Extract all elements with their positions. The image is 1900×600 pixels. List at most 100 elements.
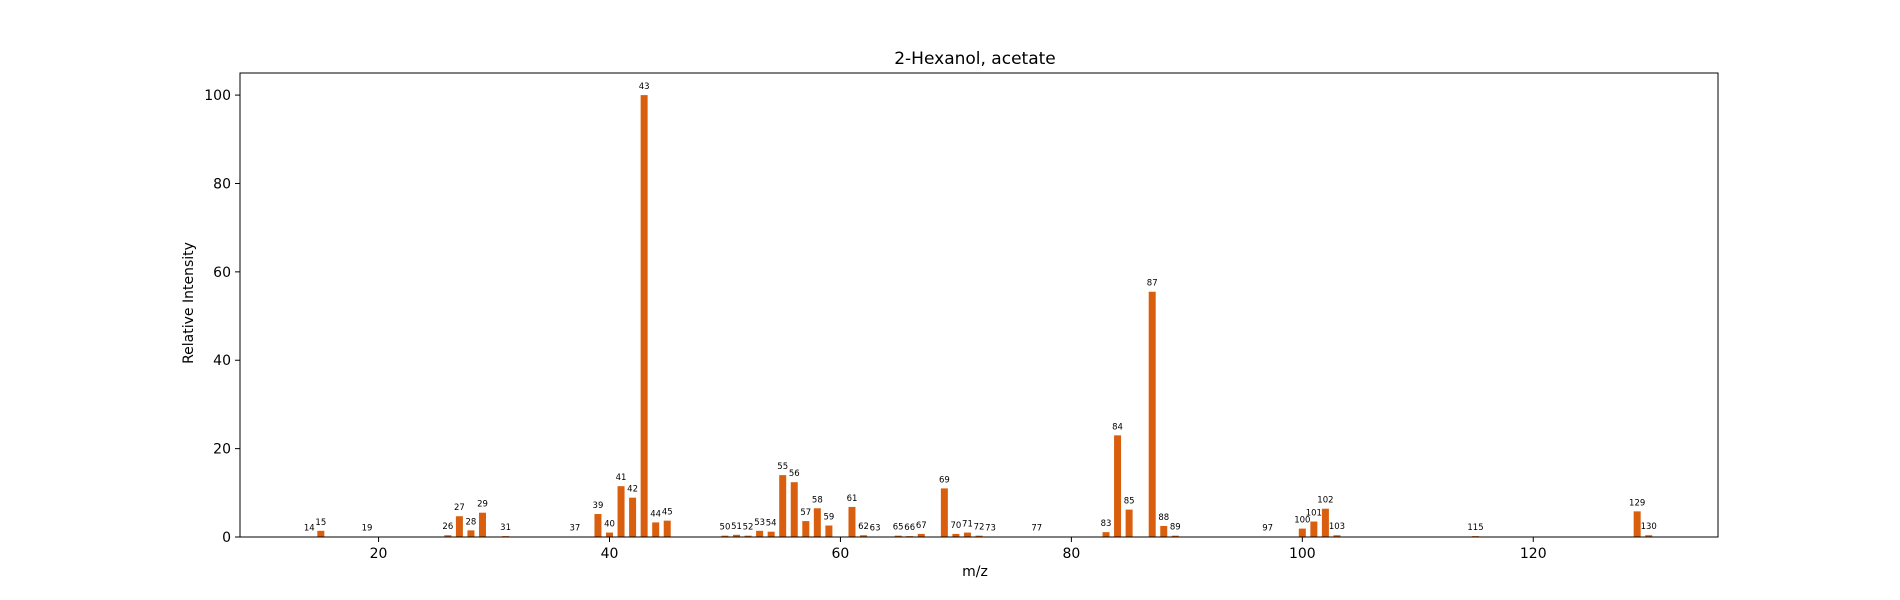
bar-mz-87 — [1148, 291, 1156, 537]
bar-mz-40 — [606, 532, 613, 537]
bar-mz-84 — [1114, 435, 1122, 537]
bar-label-mz-66: 66 — [904, 523, 915, 533]
bar-mz-103 — [1333, 535, 1341, 537]
bar-mz-69 — [940, 488, 948, 537]
bar-mz-52 — [744, 535, 752, 537]
bar-label-mz-103: 103 — [1329, 522, 1345, 532]
bar-mz-101 — [1310, 521, 1318, 537]
bar-label-mz-29: 29 — [477, 500, 488, 510]
bar-label-mz-63: 63 — [870, 524, 881, 534]
bar-mz-27 — [455, 516, 463, 537]
bar-mz-15 — [317, 530, 325, 537]
bar-label-mz-43: 43 — [639, 82, 650, 92]
x-tick-label-120: 120 — [1520, 546, 1547, 562]
y-tick-label-100: 100 — [204, 88, 231, 104]
bar-label-mz-115: 115 — [1467, 523, 1483, 533]
x-axis-label: m/z — [962, 564, 988, 580]
y-tick-label-60: 60 — [213, 265, 231, 281]
bar-mz-83 — [1102, 532, 1110, 537]
x-tick-label-100: 100 — [1289, 546, 1316, 562]
bar-mz-58 — [813, 508, 821, 537]
bar-label-mz-101: 101 — [1306, 509, 1322, 519]
bar-mz-28 — [467, 530, 475, 537]
bar-label-mz-88: 88 — [1158, 513, 1169, 523]
bar-label-mz-70: 70 — [950, 521, 961, 531]
bar-label-mz-45: 45 — [662, 508, 673, 518]
bar-mz-100 — [1298, 528, 1306, 537]
bar-label-mz-42: 42 — [627, 485, 638, 495]
bar-label-mz-85: 85 — [1124, 497, 1135, 507]
bar-label-mz-130: 130 — [1641, 522, 1657, 532]
bar-label-mz-56: 56 — [789, 469, 800, 479]
bar-mz-70 — [952, 533, 960, 537]
x-tick-label-80: 80 — [1062, 546, 1080, 562]
bar-mz-62 — [860, 535, 868, 537]
bar-label-mz-100: 100 — [1294, 516, 1310, 526]
bar-label-mz-129: 129 — [1629, 498, 1645, 508]
y-tick-label-0: 0 — [222, 530, 231, 546]
bar-label-mz-59: 59 — [823, 513, 834, 523]
bar-mz-51 — [733, 534, 741, 537]
plot-frame — [239, 72, 1719, 538]
bars-group — [305, 95, 1653, 538]
bar-mz-39 — [594, 514, 602, 537]
chart-title: 2-Hexanol, acetate — [894, 49, 1056, 69]
bar-label-mz-52: 52 — [743, 523, 754, 533]
bar-label-mz-72: 72 — [974, 523, 985, 533]
bar-label-mz-84: 84 — [1112, 422, 1123, 432]
bar-label-mz-51: 51 — [731, 522, 742, 532]
bar-label-mz-57: 57 — [800, 508, 811, 518]
bar-mz-72 — [975, 535, 983, 537]
bar-label-mz-62: 62 — [858, 522, 869, 532]
bar-label-mz-50: 50 — [720, 523, 731, 533]
bar-mz-65 — [894, 535, 902, 537]
bar-label-mz-53: 53 — [754, 518, 765, 528]
bar-label-mz-61: 61 — [847, 494, 858, 504]
bar-mz-130 — [1645, 535, 1653, 537]
bar-label-mz-102: 102 — [1317, 496, 1333, 506]
bar-mz-41 — [617, 486, 625, 537]
bar-mz-29 — [478, 512, 486, 537]
bar-mz-89 — [1171, 535, 1179, 537]
y-tick-label-20: 20 — [213, 442, 231, 458]
bar-mz-85 — [1125, 509, 1133, 537]
bar-label-mz-28: 28 — [466, 517, 477, 527]
bar-label-mz-89: 89 — [1170, 523, 1181, 533]
bar-label-mz-19: 19 — [362, 524, 373, 534]
bar-label-mz-31: 31 — [500, 523, 511, 533]
bar-label-mz-73: 73 — [985, 524, 996, 534]
bar-mz-55 — [779, 475, 787, 537]
x-tick-label-60: 60 — [832, 546, 850, 562]
bar-label-mz-54: 54 — [766, 519, 777, 529]
bar-label-mz-14: 14 — [304, 524, 315, 534]
bar-label-mz-58: 58 — [812, 495, 823, 505]
bar-label-mz-40: 40 — [604, 520, 615, 530]
bar-label-mz-69: 69 — [939, 475, 950, 485]
bar-mz-44 — [652, 522, 660, 537]
bar-label-mz-39: 39 — [593, 501, 604, 511]
x-axis: 20 40 60 80 100 120 — [370, 537, 1547, 562]
bar-mz-129 — [1633, 511, 1641, 537]
bar-label-mz-55: 55 — [777, 462, 788, 472]
bar-label-mz-83: 83 — [1101, 519, 1112, 529]
bar-label-mz-97: 97 — [1262, 524, 1273, 534]
bar-label-mz-65: 65 — [893, 523, 904, 533]
bar-mz-54 — [767, 531, 775, 537]
y-axis-label: Relative Intensity — [181, 242, 197, 364]
bar-label-mz-26: 26 — [442, 522, 453, 532]
bar-mz-59 — [825, 525, 833, 537]
bar-mz-71 — [963, 532, 971, 537]
bar-label-mz-41: 41 — [616, 473, 627, 483]
bar-label-mz-44: 44 — [650, 509, 661, 519]
bar-mz-42 — [629, 497, 637, 537]
bar-mz-102 — [1321, 508, 1329, 537]
y-tick-label-40: 40 — [213, 353, 231, 369]
bar-mz-26 — [444, 535, 452, 537]
y-tick-label-80: 80 — [213, 176, 231, 192]
bar-mz-53 — [756, 530, 764, 537]
bar-mz-50 — [721, 535, 729, 537]
bar-mz-45 — [663, 520, 671, 537]
